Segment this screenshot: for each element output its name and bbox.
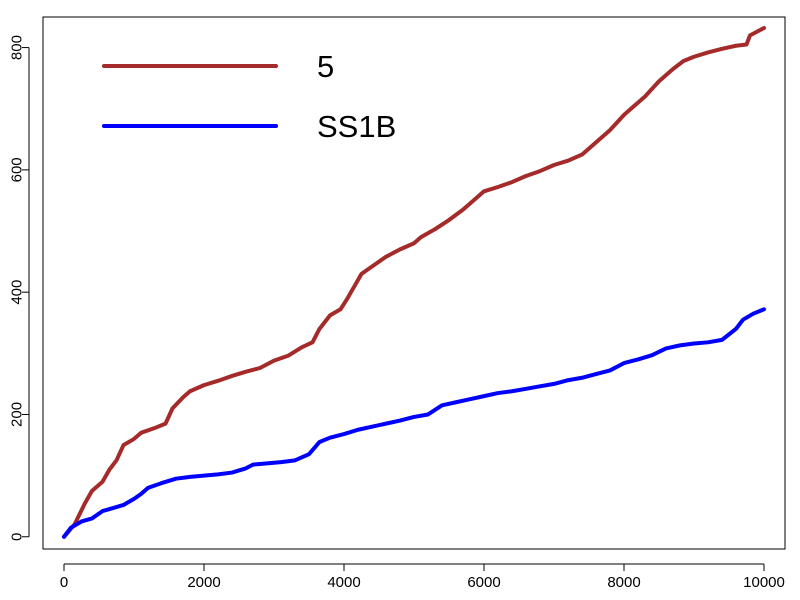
series-line-1 — [62, 307, 766, 539]
series-line-0 — [62, 26, 766, 539]
legend: 5 SS1B — [102, 49, 396, 144]
x-tick-label: 6000 — [467, 574, 500, 591]
y-tick-label: 0 — [9, 533, 26, 541]
x-tick-label: 4000 — [327, 574, 360, 591]
x-tick-label: 10000 — [743, 574, 785, 591]
y-tick-label: 400 — [9, 280, 26, 305]
x-tick-label: 2000 — [187, 574, 220, 591]
y-tick-label: 800 — [9, 35, 26, 60]
axes-layer: 0 2000 4000 6000 8000 10000 0 200 400 600 800 — [9, 35, 785, 591]
legend-label-0: 5 — [317, 49, 334, 84]
x-tick-label: 8000 — [607, 574, 640, 591]
x-tick-label: 0 — [60, 574, 68, 591]
plot-frame — [42, 16, 786, 550]
y-tick-label: 200 — [9, 402, 26, 427]
series-layer — [62, 26, 766, 539]
legend-label-1: SS1B — [317, 109, 396, 144]
y-tick-label: 600 — [9, 157, 26, 182]
